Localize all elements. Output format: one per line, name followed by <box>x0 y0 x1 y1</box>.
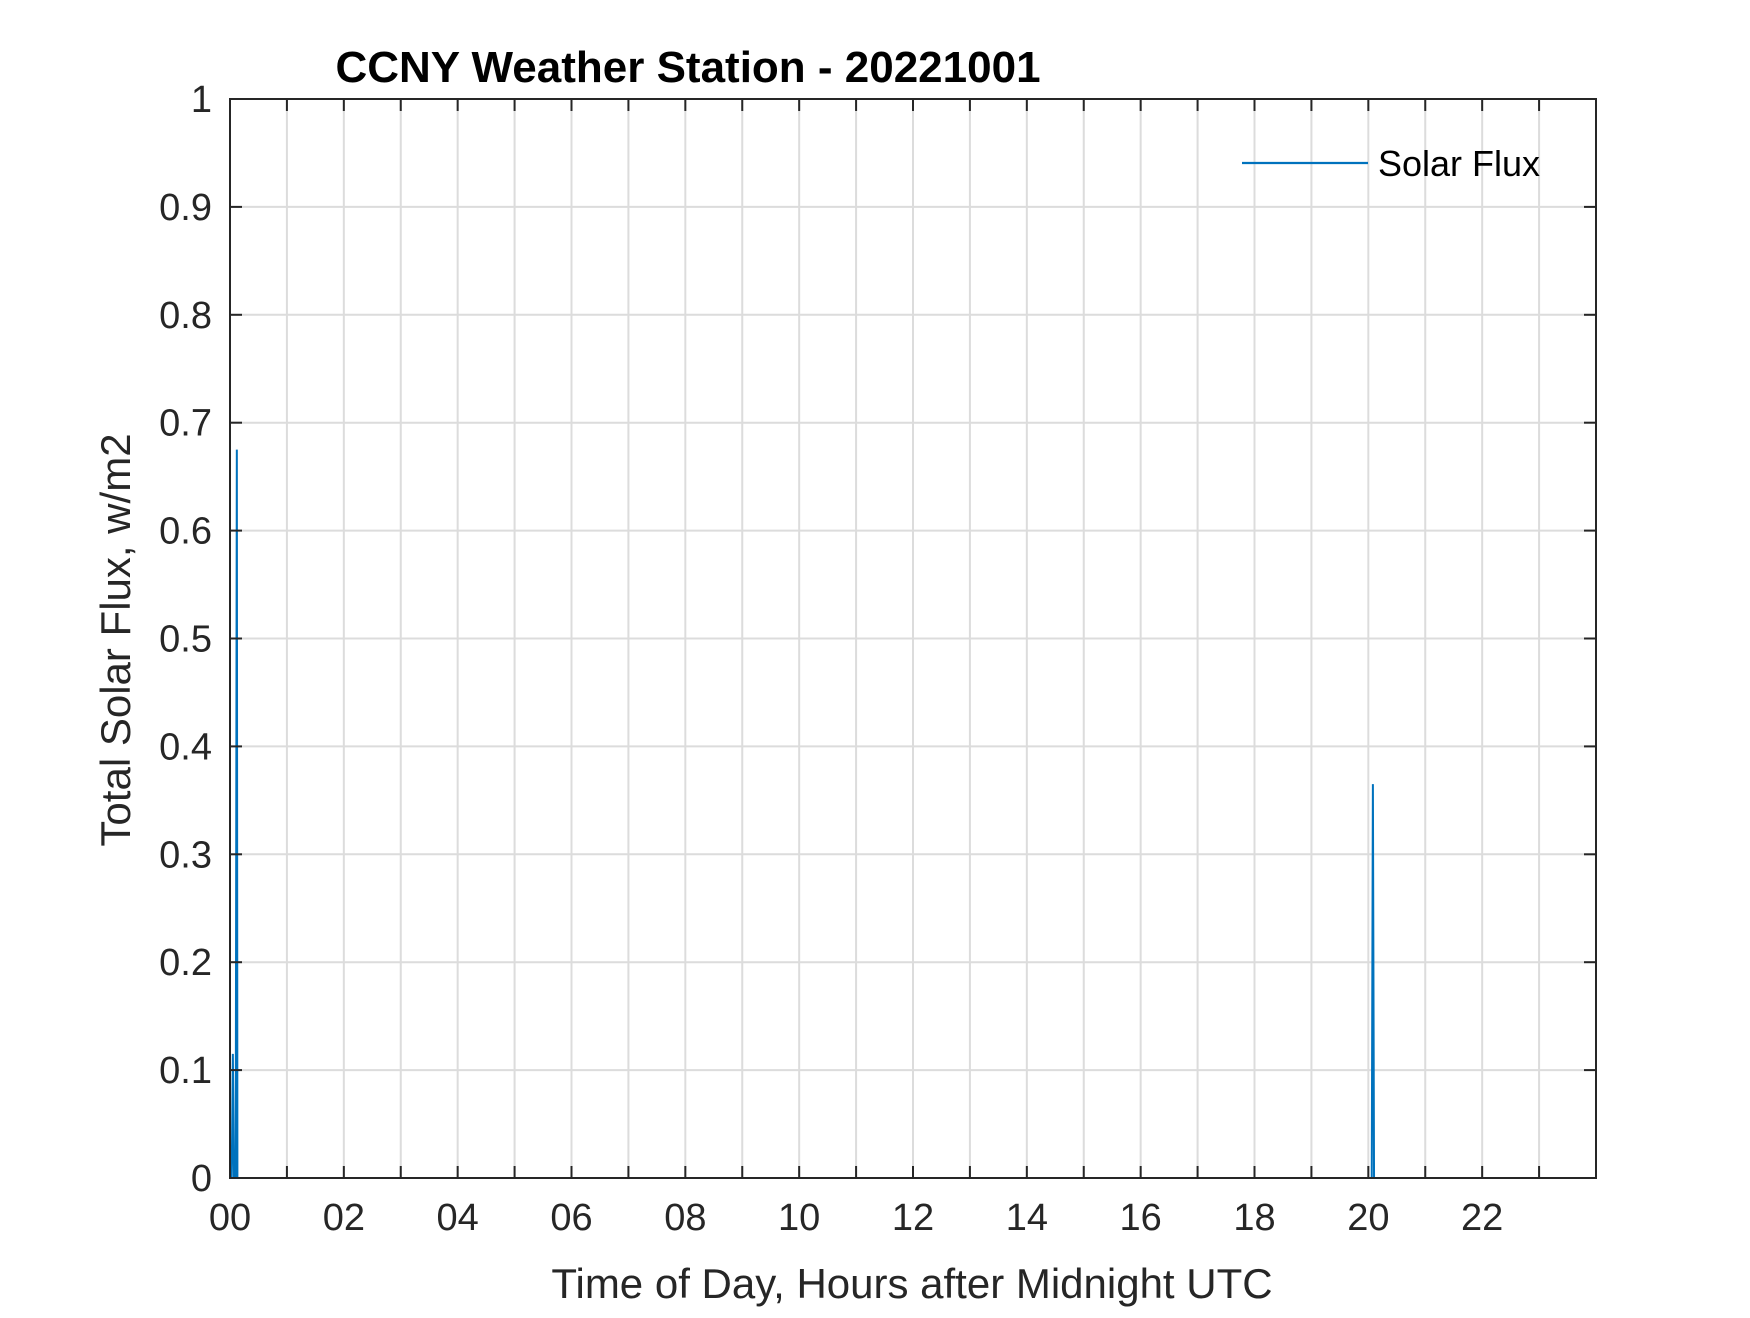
x-tick-label: 06 <box>550 1197 592 1239</box>
series-line-solar-flux <box>230 449 1376 1179</box>
y-tick-label: 0.4 <box>159 726 212 768</box>
x-tick-label: 12 <box>892 1197 934 1239</box>
y-tick-label: 0.9 <box>159 187 212 229</box>
y-tick-label: 0.1 <box>159 1050 212 1092</box>
x-axis-label: Time of Day, Hours after Midnight UTC <box>551 1260 1272 1307</box>
x-tick-label: 22 <box>1461 1197 1503 1239</box>
y-tick-label: 0.3 <box>159 834 212 876</box>
tick-labels: 00 02 04 06 08 10 12 14 16 18 20 22 0 0.1 0.2 0.3 0.4 0.5… <box>159 79 1503 1239</box>
x-tick-label: 18 <box>1233 1197 1275 1239</box>
x-tick-label: 00 <box>209 1197 251 1239</box>
series-layer <box>230 449 1376 1179</box>
y-tick-label: 0.5 <box>159 619 212 661</box>
x-tick-label: 04 <box>437 1197 479 1239</box>
y-tick-label: 0.2 <box>159 942 212 984</box>
x-tick-label: 10 <box>778 1197 820 1239</box>
axes-box <box>229 98 1597 1179</box>
x-tick-label: 08 <box>664 1197 706 1239</box>
grid-lines <box>230 99 1596 1178</box>
x-tick-label: 16 <box>1120 1197 1162 1239</box>
x-tick-label: 02 <box>323 1197 365 1239</box>
y-tick-label: 0.8 <box>159 295 212 337</box>
y-axis-label: Total Solar Flux, w/m2 <box>92 433 139 846</box>
legend-label-solar-flux: Solar Flux <box>1378 143 1540 184</box>
y-tick-label: 0 <box>191 1158 212 1200</box>
chart-legend: Solar Flux <box>1242 143 1540 184</box>
y-tick-label: 0.6 <box>159 511 212 553</box>
y-tick-label: 1 <box>191 79 212 121</box>
y-tick-label: 0.7 <box>159 403 212 445</box>
chart-title: CCNY Weather Station - 20221001 <box>335 43 1040 92</box>
x-tick-label: 20 <box>1347 1197 1389 1239</box>
x-tick-label: 14 <box>1006 1197 1048 1239</box>
